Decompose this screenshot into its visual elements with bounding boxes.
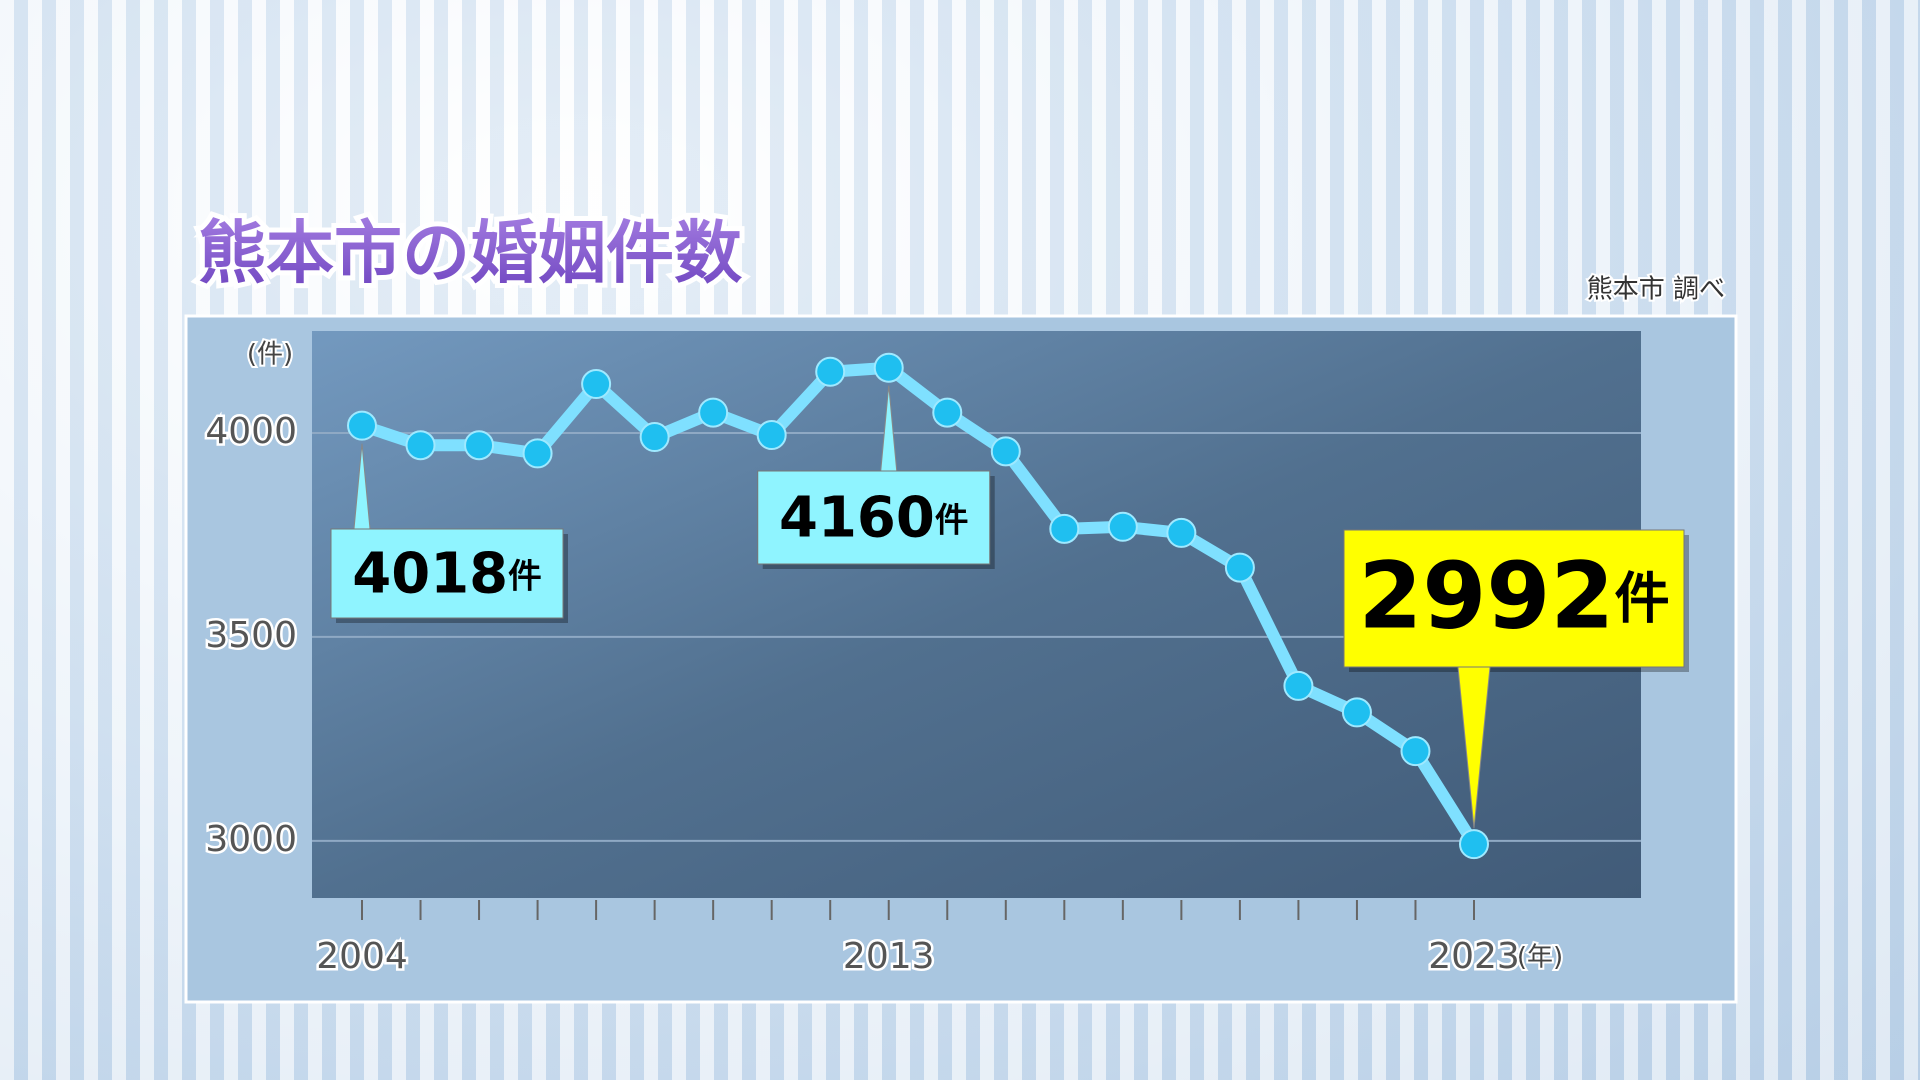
point [581,369,612,400]
line [360,361,1480,848]
point [1341,697,1372,728]
point [405,430,436,461]
y-tick-label: 4000 [205,411,297,452]
point [522,438,553,469]
point [1459,829,1489,860]
point [756,420,787,451]
y-tick-label: 3500 [205,615,297,656]
point [990,436,1021,467]
callout-box [330,528,564,619]
x-tick-label: 2023 [1428,936,1520,977]
source: 熊本市 調べ [1587,275,1725,305]
y-unit: (件) [247,340,293,370]
point [1283,670,1314,701]
point [815,356,846,387]
point [1224,552,1255,583]
value-label: 4160件 [779,486,968,551]
point [873,352,904,383]
point [639,422,670,453]
x-tick-label: 2004 [316,936,408,977]
point [464,430,495,461]
value-label: 2992件 [1358,543,1669,650]
callout-box [757,470,991,565]
point [1107,511,1138,542]
point [698,397,729,428]
callout-box [1343,529,1685,668]
point [1049,513,1080,544]
point [347,410,377,441]
x-unit: (年) [1517,943,1563,973]
x-tick-label: 2013 [843,936,935,977]
value-label: 4018件 [352,542,541,607]
point [1166,517,1197,548]
chart-title: 熊本市の婚姻件数 [198,215,742,294]
point [1400,736,1431,767]
y-tick-label: 3000 [205,819,297,860]
point [932,397,963,428]
